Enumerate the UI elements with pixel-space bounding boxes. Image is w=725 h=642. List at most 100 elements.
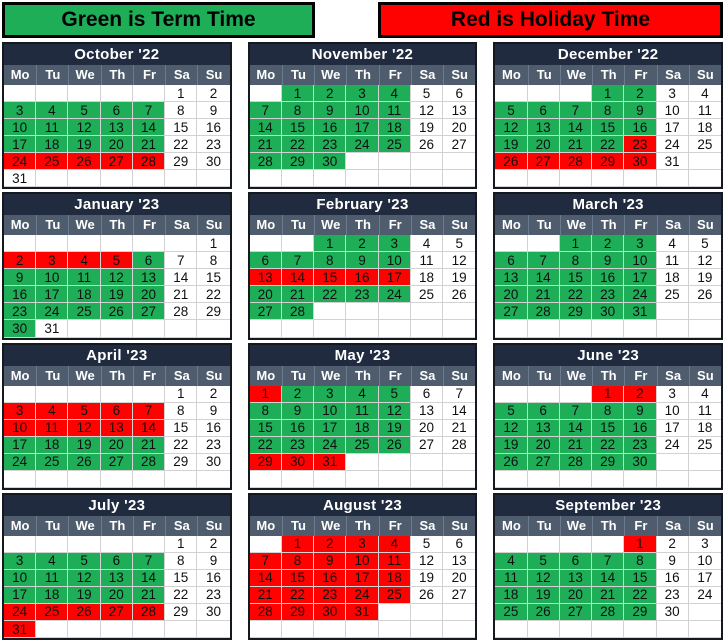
day-cell bbox=[495, 535, 528, 553]
day-cell: 14 bbox=[559, 419, 593, 437]
day-cell: 16 bbox=[624, 119, 657, 137]
day-cell: 28 bbox=[249, 153, 282, 171]
day-cell: 16 bbox=[314, 119, 347, 137]
week-row: 10 11 12 13 14 15 16 bbox=[4, 419, 230, 437]
day-cell: 29 bbox=[249, 453, 282, 471]
day-cell bbox=[688, 620, 721, 639]
day-cell: 10 bbox=[4, 419, 37, 437]
day-cell: 8 bbox=[249, 402, 282, 420]
weekday-header: Mo bbox=[502, 517, 521, 533]
day-cell bbox=[165, 470, 198, 488]
day-cell bbox=[4, 535, 37, 553]
day-cell: 28 bbox=[132, 153, 166, 171]
day-cell bbox=[656, 620, 689, 639]
day-cell: 25 bbox=[495, 603, 528, 621]
day-cell: 25 bbox=[410, 286, 444, 304]
day-cell bbox=[346, 453, 379, 471]
day-cell bbox=[314, 620, 347, 639]
month-title: November '22 bbox=[249, 44, 476, 65]
day-cell: 20 bbox=[443, 569, 476, 587]
day-cell: 22 bbox=[165, 436, 198, 454]
day-cell: 2 bbox=[314, 85, 347, 103]
day-cell bbox=[688, 320, 721, 338]
day-cell: 16 bbox=[656, 569, 689, 587]
day-cell: 6 bbox=[495, 252, 528, 270]
day-cell: 12 bbox=[495, 119, 528, 137]
week-row bbox=[495, 470, 721, 488]
day-cell: 17 bbox=[656, 119, 689, 137]
day-cell: 19 bbox=[443, 269, 476, 287]
day-cell: 28 bbox=[443, 436, 476, 454]
day-cell bbox=[443, 603, 476, 621]
day-cell: 27 bbox=[100, 453, 133, 471]
day-cell: 15 bbox=[249, 419, 282, 437]
day-cell: 7 bbox=[132, 402, 166, 420]
day-cell bbox=[378, 153, 411, 171]
day-cell: 9 bbox=[624, 402, 657, 420]
day-cell: 1 bbox=[281, 85, 315, 103]
day-cell: 5 bbox=[410, 535, 444, 553]
month-calendar: July '23 Mo Tu We Th Fr Sa Su 1 2 3 4 5 6 7 8 9 10 11 12 13 1… bbox=[2, 492, 232, 640]
day-cell: 24 bbox=[656, 436, 689, 454]
weekday-header: Th bbox=[100, 515, 133, 536]
day-cell bbox=[165, 620, 198, 639]
day-cell: 12 bbox=[378, 402, 411, 420]
weekday-header: Fr bbox=[378, 65, 411, 85]
day-cell: 28 bbox=[132, 453, 166, 471]
day-cell: 26 bbox=[688, 286, 721, 304]
day-cell: 29 bbox=[559, 303, 593, 321]
weekday-header: Sa bbox=[656, 215, 689, 236]
day-cell: 24 bbox=[4, 453, 37, 471]
day-cell: 19 bbox=[688, 269, 721, 287]
week-row bbox=[249, 470, 476, 488]
day-cell: 1 bbox=[592, 85, 625, 103]
day-cell bbox=[165, 235, 198, 253]
weekday-header-row: Mo Tu We Th Fr Sa Su bbox=[249, 65, 476, 85]
day-cell: 17 bbox=[688, 569, 721, 587]
day-cell bbox=[68, 620, 101, 639]
day-cell bbox=[495, 320, 528, 338]
weekday-header: Sa bbox=[656, 65, 689, 85]
week-row: 19 20 21 22 23 24 25 bbox=[495, 136, 721, 154]
weekday-header: Tu bbox=[36, 365, 68, 386]
weekday-header: Fr bbox=[132, 515, 165, 536]
day-cell: 19 bbox=[100, 286, 133, 304]
day-cell bbox=[249, 620, 282, 639]
day-cell bbox=[68, 170, 101, 188]
weekday-header: Su bbox=[443, 365, 475, 386]
day-cell bbox=[36, 470, 69, 488]
day-cell bbox=[688, 303, 721, 321]
day-cell: 26 bbox=[100, 303, 133, 321]
day-cell: 21 bbox=[559, 436, 593, 454]
day-cell bbox=[527, 235, 560, 253]
day-cell bbox=[559, 320, 593, 338]
day-cell: 2 bbox=[346, 235, 379, 253]
week-row: 28 29 30 bbox=[249, 153, 476, 171]
day-cell bbox=[688, 470, 721, 488]
day-cell: 8 bbox=[281, 102, 315, 120]
weekday-header: Fr bbox=[378, 515, 411, 536]
day-cell bbox=[624, 170, 657, 188]
month-title: January '23 bbox=[4, 194, 230, 216]
day-cell: 12 bbox=[410, 552, 444, 570]
day-cell bbox=[68, 470, 101, 488]
month-title: June '23 bbox=[495, 344, 721, 366]
day-cell: 15 bbox=[592, 419, 625, 437]
day-cell bbox=[4, 85, 37, 103]
day-cell: 5 bbox=[100, 252, 133, 270]
weekday-header: Th bbox=[100, 65, 133, 85]
weekday-header-row: Mo Tu We Th Fr Sa Su bbox=[4, 215, 230, 236]
day-cell bbox=[378, 170, 411, 188]
legend-term-time: Green is Term Time bbox=[2, 2, 315, 38]
day-cell: 23 bbox=[314, 136, 347, 154]
day-cell: 20 bbox=[100, 586, 133, 604]
day-cell: 25 bbox=[346, 436, 379, 454]
day-cell bbox=[443, 303, 476, 321]
weekday-header: Sa bbox=[410, 515, 443, 536]
day-cell bbox=[100, 235, 133, 253]
day-cell bbox=[100, 170, 133, 188]
day-cell: 25 bbox=[36, 603, 69, 621]
day-cell bbox=[249, 85, 282, 103]
day-cell bbox=[100, 320, 133, 338]
